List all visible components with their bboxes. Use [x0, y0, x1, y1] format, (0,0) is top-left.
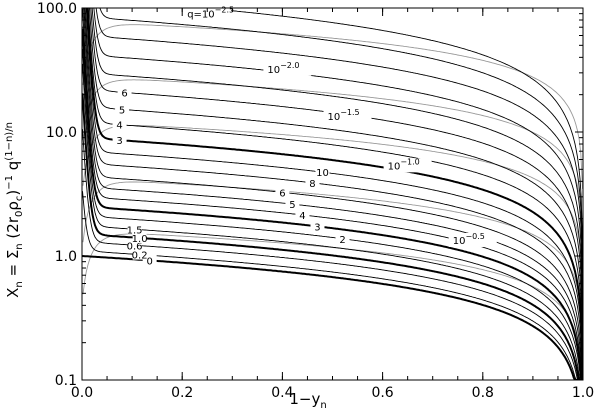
n-curve-label: 1.0: [132, 234, 148, 245]
axis-ticks: 0.0 0.2 0.4 0.6 0.8 1.0 0.1 1.0 10.0 100.0: [37, 1, 594, 401]
q-curve-label: 10−1.0: [388, 157, 420, 172]
n-curve-label: 5: [119, 105, 125, 116]
n-curve: [93, 8, 583, 290]
y-tick-label: 10.0: [46, 125, 77, 141]
x-tick-label: 0.8: [472, 385, 494, 401]
n-curve-label: 6: [279, 188, 285, 199]
label-knockout: [315, 166, 330, 178]
label-knockout: [112, 118, 127, 130]
n-curve-label: 1.5: [127, 225, 143, 236]
curve-labels: 00.20.61.01.5234568103456q=10−2.510−2.01…: [112, 5, 497, 267]
n-curve-label: 8: [309, 179, 315, 190]
n-curve-label: 10: [316, 168, 329, 179]
x-tick-label: 1.0: [572, 385, 594, 401]
label-knockout: [127, 223, 142, 235]
label-knockout: [275, 186, 290, 198]
n-curve-label: 0.6: [127, 241, 143, 252]
q-curve: [82, 79, 583, 245]
label-knockout: [183, 6, 232, 21]
n-curve: [87, 8, 583, 348]
q-curve-label: 10−1.5: [327, 108, 359, 123]
q-curve-label: q=10−2.5: [187, 5, 234, 20]
label-knockout: [323, 108, 372, 123]
n-curve: [89, 8, 583, 335]
label-knockout: [305, 176, 320, 188]
n-curve: [83, 8, 583, 380]
plot-frame: [81, 7, 584, 381]
label-knockout: [115, 103, 130, 115]
q-curve: [82, 181, 583, 347]
n-curve: [86, 8, 583, 361]
n-curve: [99, 8, 583, 258]
n-curve: [82, 129, 583, 380]
n-curve-label: 5: [289, 200, 295, 211]
x-tick-label: 0.2: [171, 385, 193, 401]
n-curve: [199, 8, 583, 242]
n-curve: [82, 48, 583, 380]
n-curve-label: 3: [314, 222, 320, 233]
label-knockout: [295, 208, 310, 220]
x-tick-label: 0.4: [271, 385, 293, 401]
x-tick-label: 0.6: [371, 385, 393, 401]
x-axis-title: 1−yn: [289, 390, 326, 411]
y-tick-label: 0.1: [55, 373, 77, 389]
n-curve: [83, 8, 583, 380]
label-knockout: [335, 232, 350, 244]
label-knockout: [112, 134, 127, 146]
label-knockout: [132, 248, 147, 260]
y-axis-title: Xn = Σn (2r0ρc)−1 q(1−n)/n: [4, 122, 25, 298]
label-knockout: [285, 198, 300, 210]
n-curve: [82, 28, 583, 380]
n-curve: [82, 8, 583, 380]
label-knockout: [132, 231, 147, 243]
n-curve: [84, 8, 583, 380]
label-knockout: [448, 232, 497, 247]
label-knockout: [142, 254, 157, 266]
n-curve: [91, 8, 583, 306]
label-knockout: [117, 86, 132, 98]
n-curve-label: 6: [121, 88, 127, 99]
n-curve-label: 2: [339, 235, 345, 246]
label-knockout: [383, 158, 432, 173]
n-curve-label: 3: [116, 136, 122, 147]
n-curve-label: 0: [146, 256, 152, 267]
q-curve-label: 10−0.5: [453, 232, 485, 247]
q-curve-label: 10−2.0: [267, 61, 299, 76]
label-knockout: [310, 220, 325, 232]
n-curve: [82, 191, 583, 380]
q-curve: [82, 24, 583, 189]
n-curve-label: 4: [116, 121, 122, 132]
n-curve: [85, 8, 583, 373]
label-knockout: [127, 239, 142, 251]
y-tick-label: 1.0: [55, 249, 77, 265]
n-curve: [82, 63, 583, 380]
x-tick-label: 0.0: [71, 385, 93, 401]
n-curve: [82, 255, 583, 380]
label-knockout: [263, 61, 312, 76]
n-curve-label: 4: [299, 211, 305, 222]
y-tick-label: 100.0: [37, 1, 77, 17]
n-curves: [82, 8, 583, 380]
n-curve-label: 0.2: [132, 251, 148, 262]
n-curve: [95, 8, 583, 274]
n-curve: [82, 93, 583, 380]
